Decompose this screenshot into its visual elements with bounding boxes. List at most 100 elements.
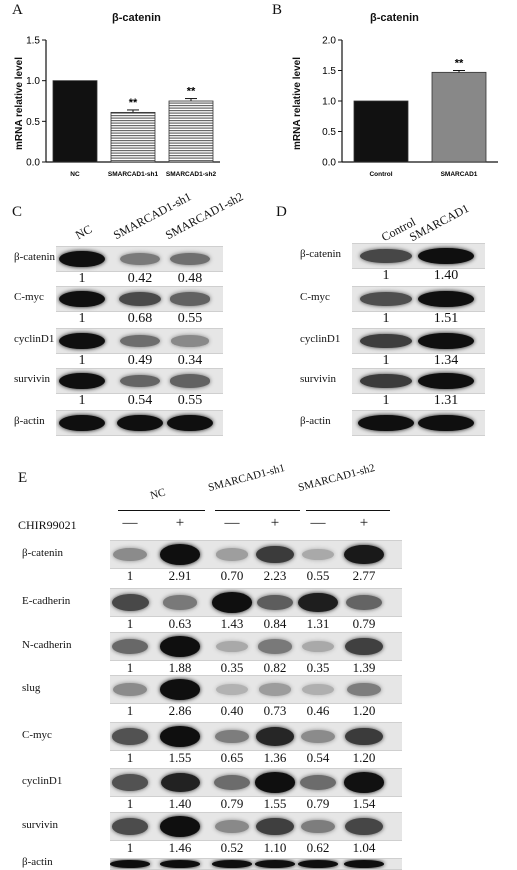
blot-strip	[110, 675, 402, 704]
quantification-value: 1.36	[263, 750, 287, 765]
quantification-value: 1	[78, 311, 86, 326]
blot-strip	[110, 540, 402, 569]
protein-band	[255, 772, 295, 793]
quantification-value: 1.31	[306, 616, 330, 631]
protein-band	[169, 292, 211, 306]
blot-strip	[56, 246, 223, 272]
protein-band	[59, 290, 105, 308]
quantification-value: 1.43	[220, 616, 244, 631]
treatment-sign: +	[359, 515, 369, 531]
blot-row-label: β-actin	[300, 415, 331, 427]
group-underline	[306, 510, 390, 511]
quantification-value: 1	[126, 703, 134, 718]
quantification-value: 1.55	[263, 796, 287, 811]
protein-band	[119, 334, 161, 348]
protein-band	[258, 683, 292, 696]
protein-band	[255, 860, 295, 868]
protein-band	[160, 726, 200, 747]
blot-row-label: β-catenin	[22, 546, 64, 559]
x-category-label: SMARCAD1	[441, 171, 478, 178]
y-tick-label: 0.0	[26, 158, 40, 169]
blot-row-label: C-myc	[300, 291, 330, 303]
blot-row-label: β-actin	[14, 415, 45, 427]
quantification-value: 0.52	[220, 840, 244, 855]
protein-band	[360, 292, 412, 306]
chart-b: 0.0 0.5 1.0 1.5 2.0 Control ** SMARCAD1	[322, 36, 498, 178]
protein-band	[167, 414, 213, 432]
quantification-value: 0.48	[177, 271, 203, 286]
protein-band	[214, 775, 250, 790]
quantification-value: 1.51	[433, 311, 459, 326]
protein-band	[344, 860, 384, 868]
quantification-value: 0.55	[306, 568, 330, 583]
quantification-value: 1.54	[352, 796, 376, 811]
protein-band	[212, 860, 252, 868]
quantification-value: 0.65	[220, 750, 244, 765]
group-header: SMARCAD1-sh2	[296, 461, 377, 494]
bar	[110, 111, 156, 163]
blot-row-label: cyclinD1	[300, 333, 341, 345]
protein-band	[345, 727, 383, 746]
protein-band	[160, 544, 200, 565]
protein-band	[214, 729, 250, 744]
group-underline	[215, 510, 300, 511]
blot-row-label: β-actin	[22, 856, 53, 868]
protein-band	[300, 819, 336, 834]
quantification-value: 0.73	[263, 703, 287, 718]
protein-band	[162, 595, 198, 610]
blot-row-label: cyclinD1	[22, 774, 63, 787]
protein-band	[59, 250, 105, 268]
treatment-sign: —	[122, 515, 138, 531]
quantification-value: 0.40	[220, 703, 244, 718]
protein-band	[119, 374, 161, 388]
treatment-label: CHIR99021	[18, 518, 77, 532]
blot-strip	[110, 632, 402, 661]
quantification-value: 0.68	[127, 311, 153, 326]
protein-band	[160, 772, 200, 793]
chart-a: 0.0 0.5 1.0 1.5 NC ** SMARCAD1-sh1 ** SMARCAD1-s…	[26, 36, 220, 178]
protein-band	[345, 817, 383, 836]
quantification-value: 1.04	[352, 840, 376, 855]
y-tick-label: 0.0	[322, 158, 336, 169]
quantification-value: 1.39	[352, 660, 376, 675]
x-category-label: Control	[369, 171, 392, 178]
quantification-value: 1.20	[352, 703, 376, 718]
blot-strip	[56, 286, 223, 312]
protein-band	[345, 637, 383, 656]
y-tick-label: 0.5	[322, 127, 336, 138]
protein-band	[360, 248, 412, 264]
quantification-value: 1.31	[433, 393, 459, 408]
quantification-value: 0.54	[127, 393, 153, 408]
x-category-label: SMARCAD1-sh1	[108, 171, 159, 178]
quantification-value: 1	[382, 393, 390, 408]
quantification-value: 0.55	[177, 311, 203, 326]
protein-band	[117, 414, 163, 432]
protein-band	[170, 335, 210, 347]
protein-band	[298, 592, 338, 613]
quantification-value: 1	[78, 271, 86, 286]
protein-band	[160, 679, 200, 700]
quantification-value: 0.79	[220, 796, 244, 811]
group-underline	[118, 510, 205, 511]
x-category-label: NC	[70, 171, 80, 178]
protein-band	[257, 594, 293, 611]
blot-strip	[110, 812, 402, 841]
panel-letter-a: A	[12, 2, 23, 18]
bar	[52, 80, 98, 163]
protein-band	[111, 593, 149, 611]
protein-band	[215, 548, 249, 561]
blot-strip	[352, 286, 485, 312]
protein-band	[300, 775, 336, 790]
protein-band	[346, 682, 382, 697]
protein-band	[59, 414, 105, 432]
quantification-value: 1	[126, 660, 134, 675]
y-tick-label: 2.0	[322, 36, 336, 47]
blot-row-label: C-myc	[14, 291, 44, 303]
quantification-value: 1	[126, 568, 134, 583]
group-header: SMARCAD1-sh1	[206, 461, 287, 494]
protein-band	[118, 291, 162, 307]
protein-band	[111, 774, 149, 791]
blot-row-label: survivin	[14, 373, 51, 385]
blot-strip	[110, 768, 402, 797]
protein-band	[301, 729, 335, 744]
